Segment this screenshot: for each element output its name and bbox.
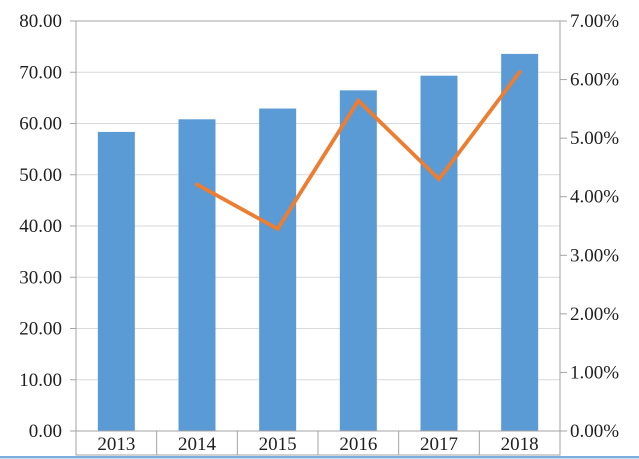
left-axis-label: 80.00 <box>19 11 62 32</box>
left-axis-label: 50.00 <box>19 165 62 186</box>
category-label: 2015 <box>259 434 297 455</box>
category-label: 2017 <box>420 434 458 455</box>
bar-2013 <box>97 131 135 431</box>
left-axis-label: 40.00 <box>19 216 62 237</box>
right-axis-label: 5.00% <box>570 128 619 149</box>
left-axis-label: 20.00 <box>19 319 62 340</box>
right-axis-label: 0.00% <box>570 421 619 442</box>
left-axis-label: 10.00 <box>19 370 62 391</box>
category-label: 2016 <box>339 434 377 455</box>
right-axis-label: 3.00% <box>570 245 619 266</box>
category-label: 2013 <box>97 434 135 455</box>
category-label: 2014 <box>178 434 217 455</box>
bar-2016 <box>339 90 377 431</box>
left-axis-label: 70.00 <box>19 62 62 83</box>
bar-2018 <box>501 53 539 432</box>
right-axis-label: 2.00% <box>570 304 619 325</box>
bar-2015 <box>259 108 297 431</box>
right-axis-label: 4.00% <box>570 187 619 208</box>
right-axis-label: 7.00% <box>570 11 619 32</box>
bottom-border-strip <box>0 456 639 459</box>
right-axis-label: 6.00% <box>570 70 619 91</box>
category-label: 2018 <box>501 434 539 455</box>
growth-rate-line <box>195 70 522 232</box>
left-axis-label: 0.00 <box>29 421 62 442</box>
left-axis-label: 60.00 <box>19 114 62 135</box>
bar-2017 <box>420 75 458 431</box>
bar-2014 <box>178 119 216 432</box>
left-axis-label: 30.00 <box>19 267 62 288</box>
right-axis-label: 1.00% <box>570 362 619 383</box>
